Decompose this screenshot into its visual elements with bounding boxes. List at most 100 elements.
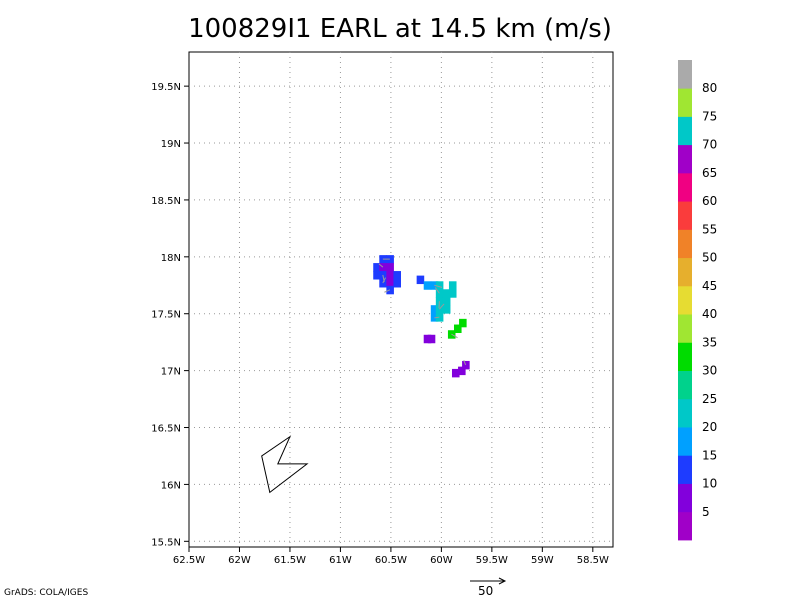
storm-track — [261, 435, 309, 494]
wind-cell — [448, 289, 457, 298]
colorbar-swatch — [678, 483, 692, 513]
wind-cell — [416, 275, 425, 285]
x-tick-label: 61.5W — [274, 555, 306, 566]
y-tick-label: 18.5N — [151, 196, 181, 207]
colorbar-swatch — [678, 116, 692, 146]
wind-vector — [434, 287, 440, 294]
wind-cell — [442, 297, 451, 306]
wind-cell — [386, 255, 394, 264]
wind-cell — [454, 324, 462, 333]
wind-cell — [379, 279, 387, 288]
colorbar-label: 35 — [702, 335, 717, 349]
wind-cell — [393, 271, 401, 280]
colorbar-swatch — [678, 370, 692, 400]
wind-cell — [430, 313, 439, 322]
colorbar-label: 65 — [702, 166, 717, 180]
colorbar-label: 10 — [702, 477, 717, 491]
wind-cell — [386, 285, 394, 295]
chart-title: 100829I1 EARL at 14.5 km (m/s) — [188, 14, 612, 44]
colorbar-swatch — [678, 201, 692, 230]
x-tick-label: 60W — [430, 555, 453, 566]
wind-cell — [459, 318, 467, 328]
wind-cell — [427, 334, 436, 344]
wind-vector — [384, 289, 391, 293]
y-tick-label: 16N — [161, 480, 181, 491]
colorbar-swatch — [678, 427, 692, 456]
wind-cell — [379, 263, 387, 272]
colorbar-swatch — [678, 229, 692, 259]
wind-cell — [448, 281, 457, 290]
colorbar-label: 45 — [702, 279, 717, 293]
wind-cell — [423, 281, 432, 290]
x-tick-label: 60.5W — [375, 555, 407, 566]
x-axis-ticks: 62.5W 62W 61.5W 61W 60.5W 60W 59.5W 59W 58.5W — [173, 547, 609, 566]
colorbar-swatch — [678, 172, 692, 202]
colorbar-label: 5 — [702, 505, 710, 519]
wind-vector — [451, 333, 458, 339]
colorbar-label: 75 — [702, 109, 717, 123]
wind-cell — [435, 281, 444, 290]
wind-cell — [462, 360, 470, 370]
y-tick-label: 16.5N — [151, 424, 181, 435]
wind-vector — [382, 277, 386, 284]
colorbar-swatch — [678, 398, 692, 428]
wind-cell — [393, 279, 401, 288]
storm-track-line — [261, 435, 309, 494]
colorbar-swatch — [678, 257, 692, 287]
wind-cell — [430, 305, 439, 314]
credit-label: GrADS: COLA/IGES — [4, 588, 89, 598]
y-tick-label: 18N — [161, 253, 181, 264]
y-tick-label: 17N — [161, 367, 181, 378]
colorbar-label: 60 — [702, 194, 717, 208]
colorbar-label: 15 — [702, 448, 717, 462]
colorbar-swatch — [678, 60, 692, 89]
x-tick-label: 62.5W — [173, 555, 205, 566]
colorbar-label: 40 — [702, 307, 717, 321]
y-axis-ticks: 15.5N 16N 16.5N 17N 17.5N 18N 18.5N 19N 19.5N — [151, 82, 189, 548]
x-tick-label: 61W — [329, 555, 352, 566]
y-tick-label: 17.5N — [151, 310, 181, 321]
wind-vector — [434, 284, 443, 288]
x-tick-label: 62W — [228, 555, 251, 566]
wind-vector — [463, 360, 467, 366]
colorbar-swatch — [678, 314, 692, 343]
wind-cell — [386, 263, 394, 272]
colorbar-label: 50 — [702, 251, 717, 265]
colorbar-label: 80 — [702, 81, 717, 95]
vector-scale-arrow — [470, 577, 507, 585]
wind-cell — [451, 368, 460, 378]
colorbar-swatch — [678, 88, 692, 117]
wind-vector — [378, 263, 384, 268]
grid-lines — [189, 52, 613, 547]
wind-vectors — [378, 258, 467, 366]
wind-cell — [435, 289, 444, 298]
wind-cell — [435, 305, 444, 314]
vector-scale-label: 50 — [478, 584, 494, 598]
colorbar-label: 55 — [702, 222, 717, 236]
wind-cell — [442, 305, 451, 314]
colorbar-label: 70 — [702, 138, 717, 152]
wind-cell — [373, 271, 381, 280]
wind-cell — [373, 263, 381, 272]
y-tick-label: 19N — [161, 139, 181, 150]
colorbar-label: 20 — [702, 420, 717, 434]
x-tick-label: 59.5W — [476, 555, 508, 566]
wind-vector — [438, 303, 445, 310]
plot-frame — [188, 51, 614, 548]
y-tick-label: 15.5N — [151, 537, 181, 548]
wind-cell — [386, 279, 394, 288]
colorbar-swatch — [678, 455, 692, 484]
colorbar-swatch — [678, 342, 692, 371]
wind-speed-cells — [373, 255, 470, 378]
colorbar-swatch — [678, 511, 692, 541]
x-tick-label: 58.5W — [577, 555, 609, 566]
colorbar: 5 10 15 20 25 30 35 40 45 50 55 60 65 70 75 80 — [678, 60, 717, 541]
wind-cell — [435, 313, 444, 322]
colorbar-swatch — [678, 144, 692, 174]
colorbar-label: 30 — [702, 364, 717, 378]
colorbar-label: 25 — [702, 392, 717, 406]
wind-vector — [434, 316, 440, 319]
wind-cell — [386, 271, 394, 280]
y-tick-label: 19.5N — [151, 82, 181, 93]
